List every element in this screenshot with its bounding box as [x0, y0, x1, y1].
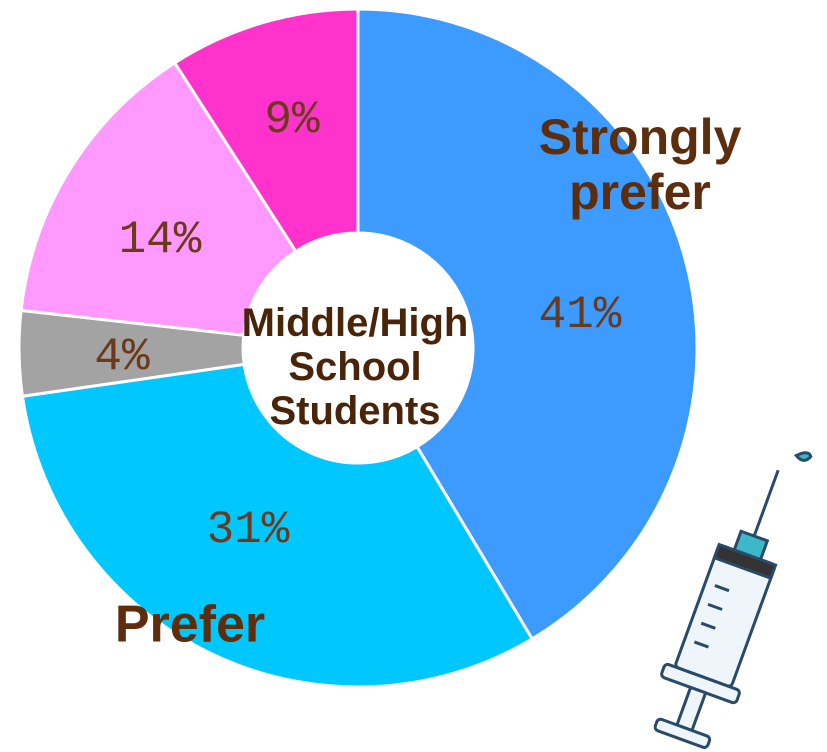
wedge	[20, 362, 535, 689]
syringe	[653, 451, 813, 749]
center-label: Middle/High School Students	[241, 301, 469, 433]
wedge	[172, 7, 360, 254]
wedge	[356, 7, 699, 641]
value-label: 9%	[264, 94, 320, 146]
category-label: Strongly prefer	[538, 109, 742, 220]
wedge	[19, 60, 298, 337]
value-label: 4%	[94, 331, 150, 383]
value-label: 14%	[119, 214, 202, 266]
value-label: 41%	[539, 289, 622, 341]
category-label: Prefer	[114, 595, 266, 654]
value-label: 31%	[207, 504, 290, 556]
